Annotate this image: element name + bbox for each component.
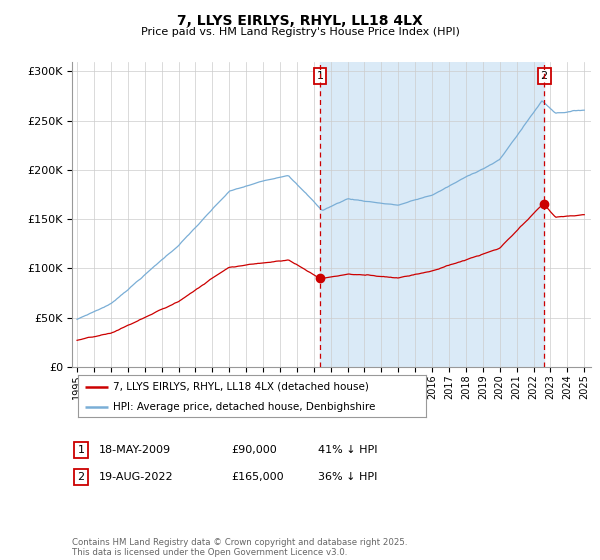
Text: 7, LLYS EIRLYS, RHYL, LL18 4LX: 7, LLYS EIRLYS, RHYL, LL18 4LX <box>177 14 423 28</box>
Text: 18-MAY-2009: 18-MAY-2009 <box>99 445 171 455</box>
Text: £90,000: £90,000 <box>231 445 277 455</box>
Text: 1: 1 <box>77 445 85 455</box>
Text: 2: 2 <box>77 472 85 482</box>
Text: Contains HM Land Registry data © Crown copyright and database right 2025.
This d: Contains HM Land Registry data © Crown c… <box>72 538 407 557</box>
Bar <box>320 62 544 367</box>
Text: HPI: Average price, detached house, Denbighshire: HPI: Average price, detached house, Denb… <box>113 402 375 412</box>
Text: 19-AUG-2022: 19-AUG-2022 <box>99 472 173 482</box>
Text: £165,000: £165,000 <box>231 472 284 482</box>
Text: 1: 1 <box>317 71 323 81</box>
Text: 7, LLYS EIRLYS, RHYL, LL18 4LX (detached house): 7, LLYS EIRLYS, RHYL, LL18 4LX (detached… <box>113 382 368 392</box>
Text: 2: 2 <box>541 71 548 81</box>
Text: 36% ↓ HPI: 36% ↓ HPI <box>318 472 377 482</box>
Text: Price paid vs. HM Land Registry's House Price Index (HPI): Price paid vs. HM Land Registry's House … <box>140 27 460 37</box>
Text: 41% ↓ HPI: 41% ↓ HPI <box>318 445 377 455</box>
